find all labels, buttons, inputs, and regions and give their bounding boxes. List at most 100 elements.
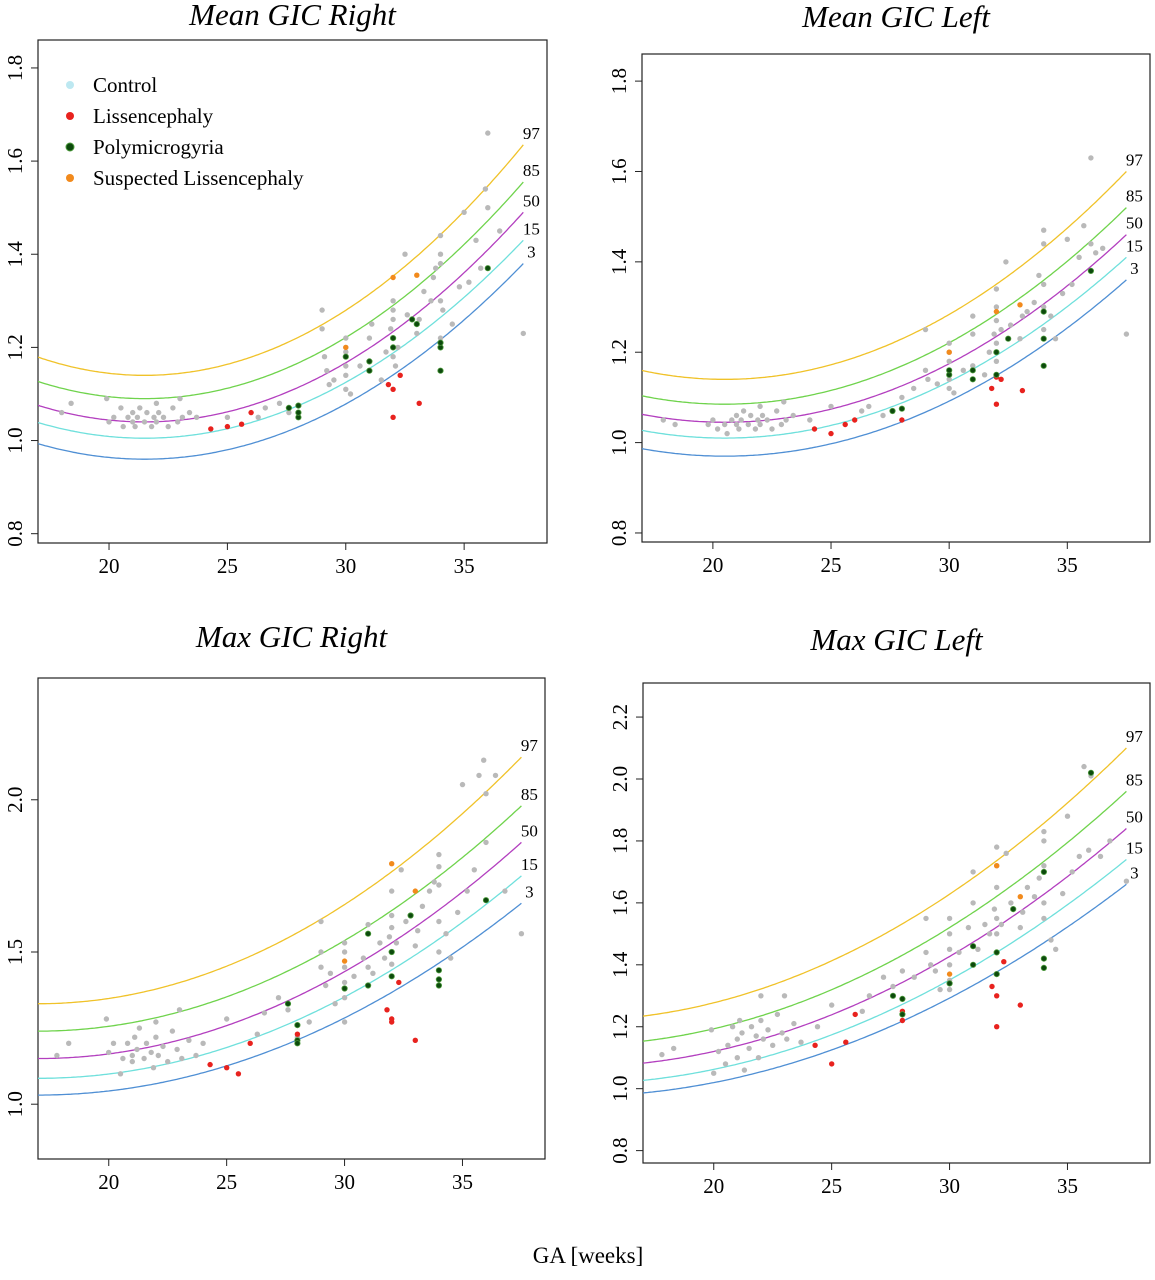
plot-frame [37, 39, 548, 544]
percentile-label-15: 15 [1126, 839, 1143, 858]
point-control [440, 307, 446, 313]
point-control [724, 430, 730, 437]
point-control [169, 1028, 176, 1034]
point-control [1076, 254, 1082, 260]
point-control [275, 995, 282, 1001]
panel-max-gic-left: Max GIC Left 20 25 30 35 0.8 1.0 1.2 1.4 1.6 1.8 2.… [608, 622, 1151, 1198]
point-suspected-lissencephaly [1017, 894, 1023, 900]
point-polymicrogyria [1040, 335, 1047, 342]
point-control [153, 419, 160, 425]
point-control [937, 986, 943, 993]
point-control [757, 403, 763, 410]
point-lissencephaly [207, 1061, 213, 1068]
point-control [478, 265, 484, 271]
point-control [436, 851, 442, 858]
point-control [755, 417, 761, 423]
point-control [459, 781, 466, 788]
point-control [769, 426, 775, 432]
point-polymicrogyria [389, 334, 397, 342]
point-control [993, 358, 1000, 364]
point-lissencephaly [899, 417, 905, 423]
point-control [419, 903, 426, 909]
percentile-curve-97 [38, 144, 524, 376]
point-polymicrogyria [389, 344, 397, 351]
percentile-curve-97 [642, 171, 1127, 380]
y-tick-label: 1.0 [3, 1091, 27, 1117]
point-control [254, 1031, 260, 1037]
point-polymicrogyria [295, 409, 302, 416]
percentile-label-50: 50 [1126, 214, 1143, 233]
point-control [791, 1020, 797, 1027]
point-polymicrogyria [285, 404, 292, 411]
point-control [318, 918, 324, 925]
point-control [132, 423, 138, 430]
y-tick-label: 1.6 [3, 148, 27, 174]
point-control [483, 839, 489, 846]
point-polymicrogyria [969, 961, 977, 968]
point-control [153, 1034, 159, 1040]
point-polymicrogyria [435, 982, 442, 989]
x-tick-label: 25 [216, 1170, 237, 1194]
point-control [118, 405, 124, 411]
point-control [148, 423, 155, 430]
point-control [437, 232, 444, 239]
point-lissencephaly [390, 414, 396, 420]
point-control [106, 1049, 112, 1056]
point-control [170, 405, 176, 411]
y-tick-label: 1.4 [3, 241, 27, 268]
point-control [1081, 223, 1087, 229]
point-control [1041, 326, 1047, 333]
point-control [398, 867, 404, 873]
point-control [392, 363, 399, 369]
point-control [433, 265, 439, 271]
y-tick-label: 1.0 [3, 427, 27, 453]
point-suspected-lissencephaly [946, 349, 952, 355]
percentile-curve-3 [643, 883, 1127, 1094]
point-lissencephaly [224, 1065, 230, 1071]
point-control [403, 918, 409, 925]
point-control [156, 409, 162, 416]
point-control [415, 928, 421, 934]
point-control [54, 1052, 60, 1059]
legend: Control Lissencephaly Polymicrogyria Suspec… [65, 73, 304, 190]
point-control [381, 955, 388, 961]
point-polymicrogyria [1005, 335, 1012, 342]
point-polymicrogyria [889, 992, 897, 999]
point-control [1086, 847, 1092, 853]
point-suspected-lissencephaly [994, 863, 1000, 869]
point-control [994, 915, 1000, 922]
point-lissencephaly [1001, 959, 1007, 965]
y-tick-label: 1.4 [608, 951, 632, 978]
point-control [965, 924, 972, 931]
point-control [103, 1016, 110, 1022]
y-tick-label: 2.0 [608, 766, 632, 792]
point-control [1069, 281, 1075, 288]
point-control [365, 964, 371, 970]
point-control [393, 940, 400, 946]
point-control [141, 419, 148, 425]
point-control [473, 237, 479, 243]
point-lissencephaly [412, 1037, 418, 1044]
point-control [1007, 322, 1014, 328]
point-control [1069, 869, 1075, 875]
point-control [1064, 236, 1071, 242]
point-control [306, 1019, 312, 1025]
point-control [1060, 890, 1066, 897]
point-control [1081, 763, 1087, 770]
point-control [436, 864, 442, 870]
point-control [176, 1007, 183, 1013]
percentile-label-50: 50 [521, 821, 538, 840]
point-control [332, 1001, 338, 1007]
point-control [733, 412, 740, 419]
percentile-label-50: 50 [523, 191, 540, 210]
point-control [922, 326, 929, 333]
point-control [729, 417, 735, 423]
y-tick-label: 2.0 [3, 787, 27, 813]
point-control [994, 844, 1000, 850]
point-control [179, 414, 186, 420]
point-control [993, 304, 1000, 310]
point-control [331, 377, 337, 383]
point-control [120, 423, 126, 430]
point-control [1024, 884, 1031, 891]
